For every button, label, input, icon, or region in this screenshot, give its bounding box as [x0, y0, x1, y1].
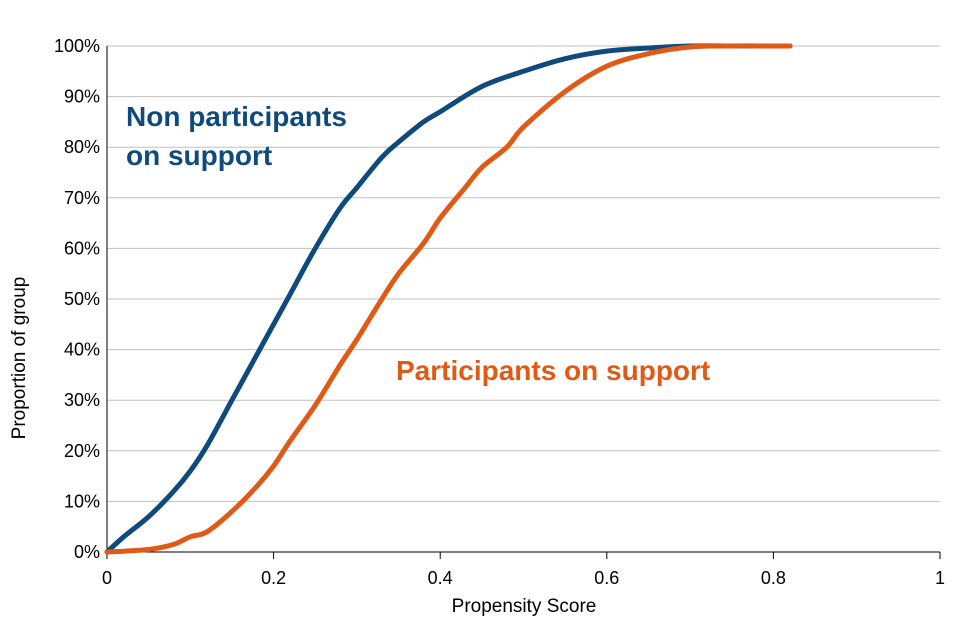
series-label-participants: Participants on support [396, 355, 710, 386]
y-tick-label: 50% [64, 289, 100, 309]
y-tick-label: 100% [54, 36, 100, 56]
y-axis-title: Proportion of group [9, 277, 30, 440]
x-axis-title: Propensity Score [452, 596, 597, 617]
y-tick-label: 90% [64, 87, 100, 107]
x-tick-label: 0.8 [761, 568, 786, 588]
x-tick-label: 0.2 [261, 568, 286, 588]
y-tick-label: 20% [64, 441, 100, 461]
axes [106, 46, 941, 559]
y-tick-label: 80% [64, 137, 100, 157]
x-tick-label: 1 [935, 568, 945, 588]
x-tick-labels: 0 0.2 0.4 0.6 0.8 1 [102, 568, 945, 588]
y-tick-labels: 0% 10% 20% 30% 40% 50% 60% 70% 80% 90% 100% [54, 36, 100, 562]
y-tick-label: 30% [64, 390, 100, 410]
gridlines [107, 45, 940, 502]
y-tick-label: 40% [64, 340, 100, 360]
y-tick-label: 70% [64, 188, 100, 208]
series-line-participants [104, 43, 793, 555]
x-tick-label: 0 [102, 568, 112, 588]
series-lines [104, 43, 793, 555]
y-tick-label: 60% [64, 238, 100, 258]
series-line-non-participants [104, 43, 793, 555]
y-tick-label: 0% [74, 542, 100, 562]
series-label-non-participants-line1: Non participants [126, 101, 347, 132]
series-label-non-participants-line2: on support [126, 140, 272, 171]
y-tick-label: 10% [64, 491, 100, 511]
x-tick-label: 0.6 [594, 568, 619, 588]
x-tick-label: 0.4 [428, 568, 453, 588]
